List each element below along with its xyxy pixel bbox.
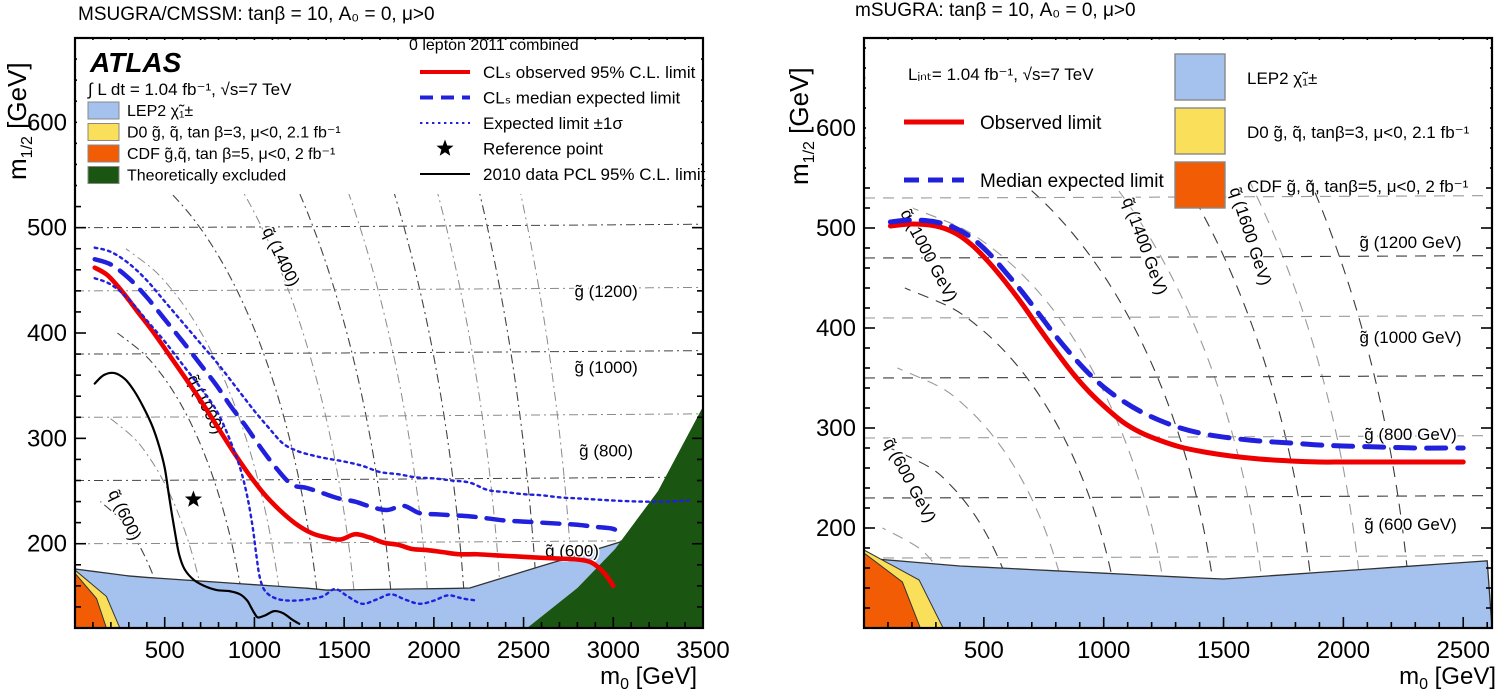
svg-text:3000: 3000 <box>587 637 640 664</box>
legend-star-icon <box>436 139 454 156</box>
right-contour-label: g̃ (1000 GeV) <box>1358 326 1463 348</box>
legend-swatch-label: Theoretically excluded <box>127 168 286 185</box>
left-contour-label: g̃ (600) <box>543 540 600 562</box>
left-legend: ATLAS ∫ L dt = 1.04 fb⁻¹, √s=7 TeV LEP2 χ̃… <box>77 37 706 194</box>
left-curve <box>93 371 301 625</box>
svg-text:3500: 3500 <box>676 637 729 664</box>
left-curve <box>93 277 479 606</box>
legend-swatch <box>1174 161 1226 209</box>
svg-text:600: 600 <box>27 109 67 136</box>
right-x-axis-label: m0 [GeV] <box>1399 663 1496 693</box>
left-y-axis-label: m1/2 [GeV] <box>2 62 36 180</box>
legend-swatch-label: CDF g̃, q̃, tanβ=5, μ<0, 2 fb⁻¹ <box>1247 177 1469 196</box>
svg-text:g̃ (1200 GeV): g̃ (1200 GeV) <box>1359 233 1461 252</box>
right-region-lep2 <box>864 557 1492 628</box>
right-tick-labels: 500 1000 1500 2000 2500 200 300 400 500 600 <box>816 115 1490 664</box>
svg-text:400: 400 <box>816 315 856 342</box>
right-curve <box>887 221 1466 465</box>
svg-text:2500: 2500 <box>497 637 550 664</box>
svg-text:200: 200 <box>27 531 67 558</box>
svg-text:m1/2 [GeV]: m1/2 [GeV] <box>2 62 36 180</box>
legend-swatch <box>1174 53 1226 101</box>
right-contour-label: g̃ (600 GeV) <box>1363 513 1459 535</box>
right-plot-frame <box>862 36 1494 630</box>
svg-text:500: 500 <box>964 637 1004 664</box>
left-region-cdf <box>75 572 107 628</box>
left-legend-header: 0 lepton 2011 combined <box>409 37 579 54</box>
svg-text:2500: 2500 <box>1437 637 1490 664</box>
svg-text:g̃ (1200): g̃ (1200) <box>574 282 637 301</box>
left-region-theoretically-excluded-top <box>527 406 703 628</box>
svg-text:500: 500 <box>816 215 856 242</box>
svg-text:200: 200 <box>816 515 856 542</box>
right-region-cdf <box>864 552 921 628</box>
legend-swatch <box>87 123 120 141</box>
left-curve <box>93 246 690 503</box>
legend-curve-label: Median expected limit <box>980 171 1164 192</box>
right-contour-label: g̃ (1200 GeV) <box>1358 231 1463 253</box>
svg-text:500: 500 <box>27 215 67 242</box>
svg-text:500: 500 <box>145 637 185 664</box>
svg-text:600: 600 <box>816 115 856 142</box>
legend-swatch <box>87 166 120 184</box>
legend-swatch <box>1174 107 1226 155</box>
left-x-axis-label: m0 [GeV] <box>600 663 697 693</box>
legend-swatch-label: LEP2 χ̃₁± <box>1247 69 1317 88</box>
left-tick-labels: 500 1000 1500 2000 2500 3000 3500 200 300 400 500 6… <box>27 109 730 664</box>
legend-curve-label: CLₛ observed 95% C.L. limit <box>483 63 696 82</box>
svg-text:300: 300 <box>816 415 856 442</box>
svg-text:2000: 2000 <box>407 637 460 664</box>
left-plot-panel: MSUGRA/CMSSM: tanβ = 10, A₀ = 0, μ>0 m1/… <box>2 4 730 693</box>
left-contour-label: g̃ (1200) <box>573 281 640 303</box>
right-plot-svg: m1/2 [GeV]m0 [GeV]q̃ (1000 GeV) q̃ (1400 … <box>784 36 1496 693</box>
svg-text:1500: 1500 <box>1197 637 1250 664</box>
svg-text:1500: 1500 <box>317 637 370 664</box>
legend-swatch-label: D0 g̃, q̃, tan β=3, μ<0, 2.1 fb⁻¹ <box>127 125 341 142</box>
left-plot-title: MSUGRA/CMSSM: tanβ = 10, A₀ = 0, μ>0 <box>78 4 435 25</box>
svg-text:1000: 1000 <box>228 637 281 664</box>
svg-text:400: 400 <box>27 320 67 347</box>
atlas-label: ATLAS <box>89 47 182 78</box>
svg-text:1000: 1000 <box>1077 637 1130 664</box>
svg-text:g̃ (600 GeV): g̃ (600 GeV) <box>1364 515 1457 534</box>
right-plot-title: mSUGRA: tanβ = 10, A₀ = 0, μ>0 <box>855 0 1136 21</box>
right-plot-panel: mSUGRA: tanβ = 10, A₀ = 0, μ>0 m1/2 [GeV… <box>760 0 1500 697</box>
svg-text:m1/2 [GeV]: m1/2 [GeV] <box>784 67 818 185</box>
legend-swatch-label: LEP2 χ̃₁± <box>127 103 193 120</box>
svg-text:g̃ (800 GeV): g̃ (800 GeV) <box>1364 425 1457 444</box>
right-curve <box>887 217 1466 451</box>
legend-swatch <box>87 144 120 163</box>
legend-swatch <box>87 101 120 120</box>
right-y-axis-label: m1/2 [GeV] <box>784 67 818 185</box>
svg-text:g̃ (1000 GeV): g̃ (1000 GeV) <box>1359 328 1461 347</box>
svg-text:2000: 2000 <box>1317 637 1370 664</box>
right-contour-label: g̃ (800 GeV) <box>1363 423 1459 445</box>
legend-swatch-label: CDF g̃,q̃, tan β=5, μ<0, 2 fb⁻¹ <box>127 146 335 163</box>
svg-text:g̃ (800): g̃ (800) <box>579 441 633 460</box>
legend-curve-label: Observed limit <box>980 113 1102 134</box>
right-lumi-text: Lᵢₙₜ= 1.04 fb⁻¹, √s=7 TeV <box>908 65 1094 84</box>
legend-swatch-label: D0 g̃, q̃, tanβ=3, μ<0, 2.1 fb⁻¹ <box>1247 123 1470 142</box>
svg-text:g̃ (600): g̃ (600) <box>545 541 599 560</box>
reference-point-star <box>184 490 202 507</box>
svg-text:g̃ (1000): g̃ (1000) <box>574 358 637 377</box>
svg-text:300: 300 <box>27 425 67 452</box>
left-curve <box>92 265 616 589</box>
legend-curve-label: CLₛ median expected limit <box>483 89 680 108</box>
left-plot-svg: m1/2 [GeV]m0 [GeV]q̃ (1400)q̃ (1000)q̃ (… <box>2 36 730 693</box>
legend-curve-label: Expected limit ±1σ <box>483 114 623 133</box>
left-lumi-text: ∫ L dt = 1.04 fb⁻¹, √s=7 TeV <box>87 80 292 99</box>
legend-curve-label: 2010 data PCL 95% C.L. limit <box>483 165 706 184</box>
left-contour-label: g̃ (800) <box>578 440 635 462</box>
left-curve <box>92 257 627 538</box>
left-contour-label: g̃ (1000) <box>573 356 640 378</box>
right-legend: Lᵢₙₜ= 1.04 fb⁻¹, √s=7 TeV Observed limit M… <box>866 40 1490 209</box>
legend-curve-label: Reference point <box>483 140 603 159</box>
